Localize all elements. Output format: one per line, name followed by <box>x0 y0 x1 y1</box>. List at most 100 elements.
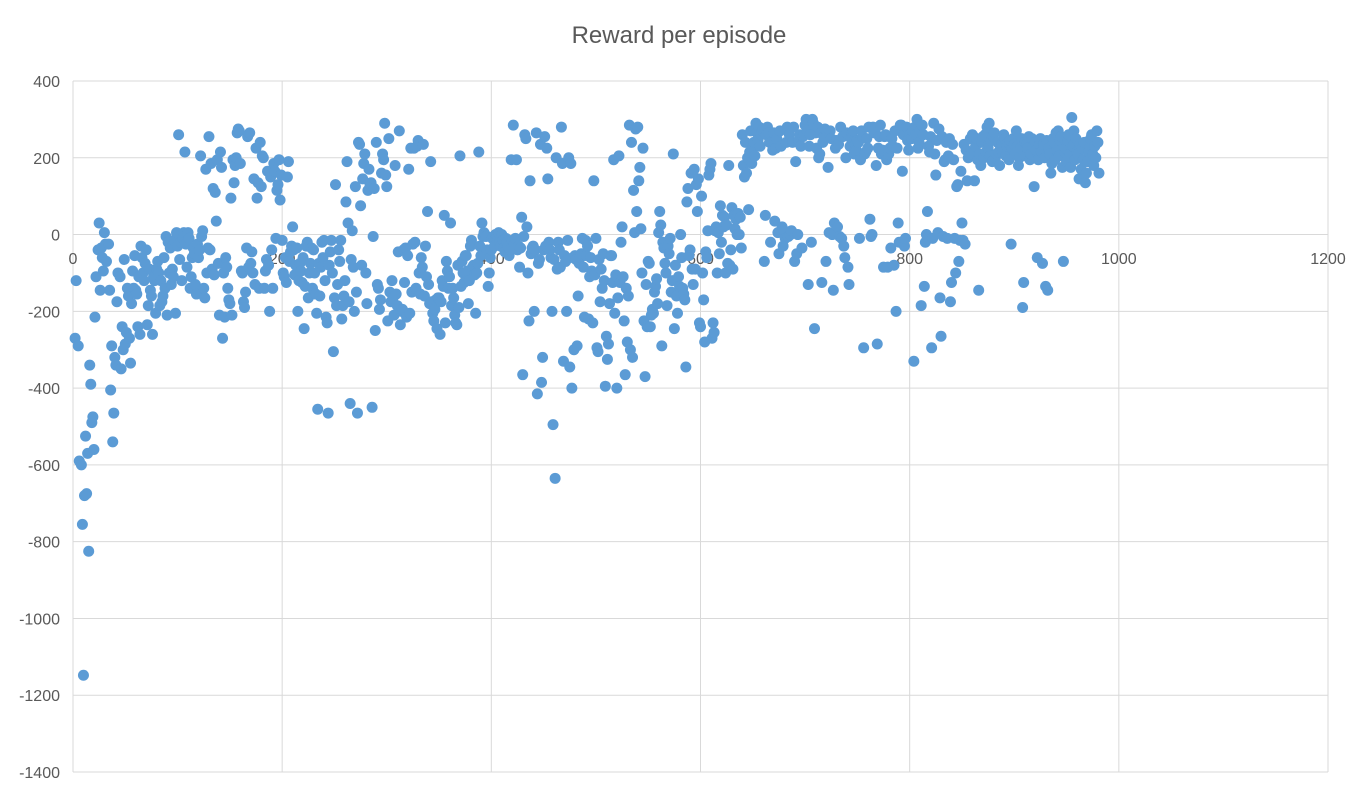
data-point <box>83 545 95 557</box>
data-point <box>369 325 381 337</box>
tick-labels: 4002000-200-400-600-800-1000-1200-140002… <box>19 74 1346 782</box>
data-point <box>516 211 528 223</box>
data-point <box>749 150 761 162</box>
data-point <box>944 296 956 308</box>
data-point <box>161 309 173 321</box>
data-point <box>341 156 353 168</box>
data-point <box>899 232 911 244</box>
data-point <box>590 232 602 244</box>
y-tick-label: 0 <box>51 228 60 245</box>
data-point <box>601 353 613 365</box>
data-point <box>741 167 753 179</box>
data-point <box>314 290 326 302</box>
data-point <box>549 472 561 484</box>
data-point <box>847 125 859 137</box>
data-point <box>688 163 700 175</box>
data-point <box>929 148 941 160</box>
data-point <box>361 298 373 310</box>
data-point <box>652 298 664 310</box>
data-point <box>618 315 630 327</box>
data-point <box>88 444 100 456</box>
data-point <box>843 278 855 290</box>
data-point <box>281 171 293 183</box>
data-point <box>682 182 694 194</box>
data-point <box>198 282 210 294</box>
data-point <box>539 131 551 143</box>
data-point <box>627 351 639 363</box>
data-point <box>988 127 1000 139</box>
data-point <box>394 319 406 331</box>
data-point <box>1045 167 1057 179</box>
data-point <box>866 229 878 241</box>
data-point <box>871 338 883 350</box>
data-point <box>1010 125 1022 137</box>
data-point <box>417 138 429 150</box>
data-point <box>335 234 347 246</box>
data-point <box>415 252 427 264</box>
data-point <box>921 206 933 218</box>
data-point <box>267 282 279 294</box>
data-point <box>816 277 828 289</box>
data-point <box>336 313 348 325</box>
x-tick-label: 1000 <box>1101 251 1137 268</box>
data-point <box>635 223 647 235</box>
data-point <box>233 125 245 137</box>
data-point <box>507 119 519 131</box>
data-point <box>617 271 629 283</box>
data-point <box>536 376 548 388</box>
data-point <box>827 284 839 296</box>
data-point <box>344 397 356 409</box>
data-point <box>692 173 704 185</box>
data-point <box>189 278 201 290</box>
data-point <box>429 303 441 315</box>
data-point <box>759 209 771 221</box>
data-point <box>258 282 270 294</box>
data-point <box>668 323 680 335</box>
y-tick-label: 200 <box>33 151 60 168</box>
data-point <box>373 303 385 315</box>
data-point <box>76 518 88 530</box>
data-point <box>577 261 589 273</box>
data-point <box>636 267 648 279</box>
data-point <box>372 282 384 294</box>
data-point <box>273 154 285 166</box>
data-point <box>523 315 535 327</box>
chart-title: Reward per episode <box>572 22 787 49</box>
y-tick-label: -400 <box>28 381 60 398</box>
data-point <box>266 244 278 256</box>
data-point <box>547 419 559 431</box>
data-point <box>381 181 393 193</box>
data-point <box>333 244 345 256</box>
data-point <box>587 317 599 329</box>
data-point <box>169 307 181 319</box>
data-point <box>660 267 672 279</box>
data-point <box>304 257 316 269</box>
data-point <box>743 204 755 216</box>
data-point <box>244 127 256 139</box>
data-point <box>969 175 981 187</box>
data-point <box>379 117 391 129</box>
data-point <box>419 240 431 252</box>
data-point <box>565 158 577 170</box>
data-point <box>595 263 607 275</box>
data-point <box>348 305 360 317</box>
data-point <box>482 280 494 292</box>
data-point <box>524 175 536 187</box>
data-point <box>445 217 457 229</box>
data-point <box>378 154 390 166</box>
data-point <box>588 175 600 187</box>
data-point <box>918 280 930 292</box>
data-point <box>840 152 852 164</box>
data-point <box>634 161 646 173</box>
data-point <box>70 275 82 287</box>
data-point <box>715 236 727 248</box>
data-point <box>520 133 532 145</box>
data-point <box>125 357 137 369</box>
data-point <box>158 252 170 264</box>
data-point <box>548 254 560 266</box>
data-point <box>1090 152 1102 164</box>
data-point <box>77 669 89 681</box>
data-point <box>725 244 737 256</box>
data-point <box>107 436 119 448</box>
data-point <box>948 154 960 166</box>
